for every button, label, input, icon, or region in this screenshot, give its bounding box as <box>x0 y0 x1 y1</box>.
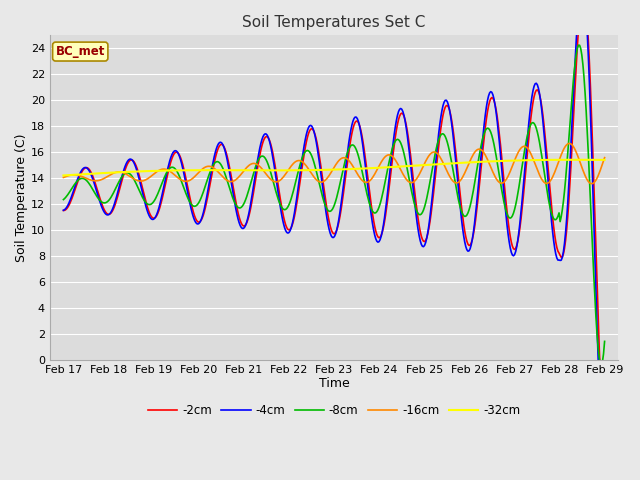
-8cm <box>381 177 389 183</box>
-32cm <box>381 165 389 170</box>
-2cm <box>503 208 511 214</box>
-32cm <box>60 173 67 179</box>
-2cm <box>381 213 389 218</box>
X-axis label: Time: Time <box>319 377 349 390</box>
-4cm <box>317 168 324 173</box>
Line: -32cm: -32cm <box>63 160 605 176</box>
-16cm <box>353 169 360 175</box>
-2cm <box>320 184 328 190</box>
-2cm <box>353 118 360 124</box>
-16cm <box>60 175 67 180</box>
Text: BC_met: BC_met <box>56 45 105 58</box>
Line: -8cm: -8cm <box>63 45 605 365</box>
-16cm <box>588 181 595 187</box>
-4cm <box>320 193 328 199</box>
Legend: -2cm, -4cm, -8cm, -16cm, -32cm: -2cm, -4cm, -8cm, -16cm, -32cm <box>143 399 525 422</box>
-4cm <box>589 179 596 185</box>
-4cm <box>60 207 67 213</box>
-4cm <box>381 207 389 213</box>
-16cm <box>381 154 389 159</box>
-8cm <box>601 338 609 344</box>
-16cm <box>565 141 573 146</box>
-2cm <box>60 208 67 214</box>
-8cm <box>575 42 582 48</box>
-32cm <box>353 166 360 172</box>
-32cm <box>601 157 609 163</box>
-32cm <box>570 157 577 163</box>
-8cm <box>317 186 324 192</box>
-8cm <box>320 198 328 204</box>
Line: -2cm: -2cm <box>63 0 605 436</box>
-4cm <box>503 222 511 228</box>
-8cm <box>353 147 360 153</box>
-32cm <box>589 157 596 163</box>
-4cm <box>353 114 360 120</box>
-8cm <box>503 211 511 216</box>
-2cm <box>317 161 324 167</box>
-8cm <box>60 197 67 203</box>
-4cm <box>601 454 609 459</box>
-32cm <box>320 167 328 173</box>
-16cm <box>601 155 609 160</box>
-16cm <box>317 179 324 185</box>
-16cm <box>503 175 511 181</box>
-32cm <box>503 158 511 164</box>
-2cm <box>601 433 609 439</box>
-16cm <box>590 180 598 186</box>
-16cm <box>320 179 328 184</box>
-32cm <box>317 167 324 173</box>
Line: -16cm: -16cm <box>63 144 605 184</box>
-8cm <box>598 362 605 368</box>
Y-axis label: Soil Temperature (C): Soil Temperature (C) <box>15 133 28 262</box>
-8cm <box>589 248 596 254</box>
Title: Soil Temperatures Set C: Soil Temperatures Set C <box>243 15 426 30</box>
Line: -4cm: -4cm <box>63 0 605 456</box>
-2cm <box>589 145 596 151</box>
